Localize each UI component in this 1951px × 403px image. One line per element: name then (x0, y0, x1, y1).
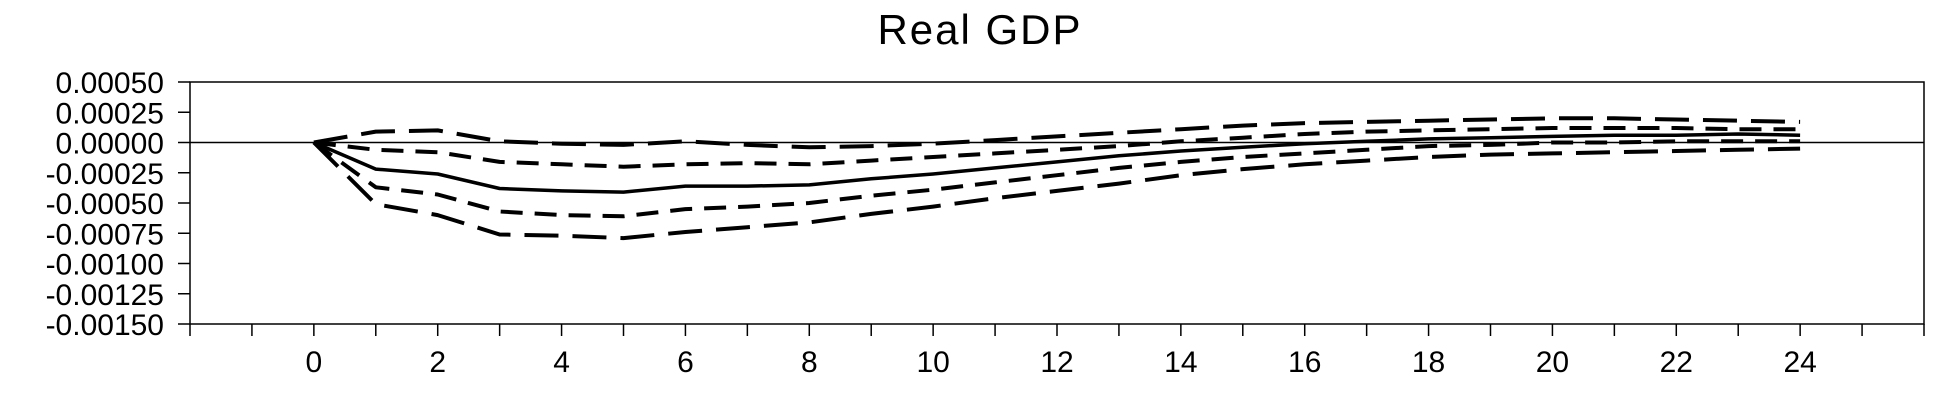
y-tick-label: 0.00050 (56, 67, 164, 100)
y-tick-label: -0.00125 (46, 279, 164, 312)
y-axis: 0.000500.000250.00000-0.00025-0.00050-0.… (46, 67, 190, 342)
x-tick-label: 10 (916, 346, 949, 379)
x-tick-label: 18 (1412, 346, 1445, 379)
series-line-1 (313, 132, 1801, 194)
x-tick-label: 20 (1536, 346, 1569, 379)
series-group (312, 116, 1801, 241)
x-tick-label: 22 (1660, 346, 1693, 379)
y-tick-label: -0.00075 (46, 218, 164, 251)
x-axis: 0 2 4 6 8 10 12 14 16 18 20 22 24 (189, 324, 1925, 379)
series-line-2 (313, 116, 1801, 150)
x-tick-label: 14 (1164, 346, 1197, 379)
series-line-5 (312, 139, 1801, 219)
x-tick-label: 6 (677, 346, 694, 379)
series-line-4 (313, 126, 1801, 169)
y-tick-label: -0.00025 (46, 158, 164, 191)
x-tick-label: 16 (1288, 346, 1321, 379)
y-tick-label: 0.00000 (56, 128, 164, 161)
y-tick-label: -0.00100 (46, 249, 164, 282)
x-tick-label: 2 (429, 346, 446, 379)
x-tick-label: 8 (801, 346, 818, 379)
x-tick-label: 0 (306, 346, 323, 379)
y-tick-label: -0.00050 (46, 188, 164, 221)
chart-title: Real GDP (877, 6, 1082, 53)
y-tick-label: -0.00150 (46, 309, 164, 342)
y-tick-label: 0.00025 (56, 97, 164, 130)
x-tick-label: 12 (1040, 346, 1073, 379)
series-line-3 (312, 141, 1801, 241)
x-tick-label: 4 (553, 346, 570, 379)
x-tick-label: 24 (1783, 346, 1816, 379)
